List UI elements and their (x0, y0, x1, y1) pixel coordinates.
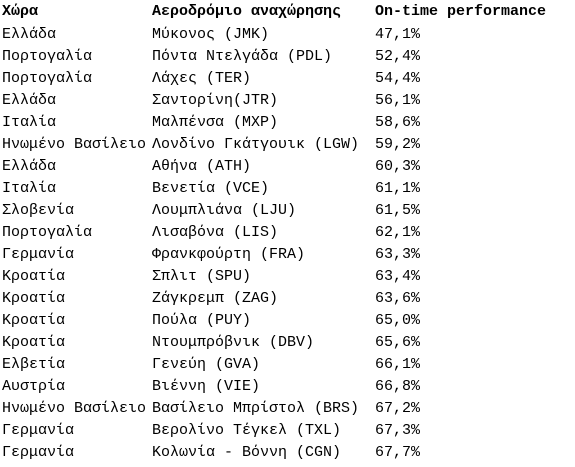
performance-cell: 52,4% (375, 48, 421, 65)
airport-cell: Μύκονος (JMK) (152, 26, 270, 43)
performance-cell: 67,3% (375, 422, 421, 439)
country-cell: Κροατία (2, 290, 66, 307)
performance-cell: 65,0% (375, 312, 421, 329)
airport-cell: Ζάγκρεμπ (ZAG) (152, 290, 279, 307)
airport-cell: Λάχες (TER) (152, 70, 252, 87)
performance-cell: 63,4% (375, 268, 421, 285)
airport-cell: Λουμπλιάνα (LJU) (152, 202, 297, 219)
airport-cell: Ντουμπρόβνικ (DBV) (152, 334, 315, 351)
airport-cell: Βενετία (VCE) (152, 180, 270, 197)
airport-cell: Βιέννη (VIE) (152, 378, 261, 395)
performance-cell: 66,1% (375, 356, 421, 373)
performance-cell: 60,3% (375, 158, 421, 175)
airport-cell: Πούλα (PUY) (152, 312, 252, 329)
airport-cell: Μαλπένσα (MXP) (152, 114, 279, 131)
performance-cell: 67,7% (375, 444, 421, 461)
country-cell: Ελλάδα (2, 26, 57, 43)
airport-cell: Σπλιτ (SPU) (152, 268, 252, 285)
country-cell: Κροατία (2, 268, 66, 285)
performance-cell: 63,6% (375, 290, 421, 307)
performance-cell: 66,8% (375, 378, 421, 395)
country-cell: Ελλάδα (2, 92, 57, 109)
airport-cell: Αθήνα (ATH) (152, 158, 252, 175)
performance-cell: 56,1% (375, 92, 421, 109)
country-cell: Γερμανία (2, 422, 75, 439)
header-performance: On-time performance (375, 3, 547, 20)
performance-cell: 67,2% (375, 400, 421, 417)
country-cell: Πορτογαλία (2, 224, 93, 241)
performance-cell: 59,2% (375, 136, 421, 153)
country-cell: Ιταλία (2, 114, 57, 131)
performance-cell: 47,1% (375, 26, 421, 43)
country-cell: Γερμανία (2, 246, 75, 263)
performance-cell: 54,4% (375, 70, 421, 87)
performance-cell: 61,5% (375, 202, 421, 219)
airport-cell: Σαντορίνη(JTR) (152, 92, 279, 109)
country-cell: Ιταλία (2, 180, 57, 197)
airport-cell: Κολωνία - Βόννη (CGN) (152, 444, 342, 461)
performance-cell: 58,6% (375, 114, 421, 131)
country-cell: Πορτογαλία (2, 48, 93, 65)
airport-cell: Λονδίνο Γκάτγουικ (LGW) (152, 136, 360, 153)
airport-cell: Γενεύη (GVA) (152, 356, 261, 373)
header-airport: Αεροδρόμιο αναχώρησης (152, 3, 342, 20)
country-cell: Ηνωμένο Βασίλειο (2, 400, 147, 417)
country-cell: Αυστρία (2, 378, 66, 395)
country-cell: Γερμανία (2, 444, 75, 461)
country-cell: Ελλάδα (2, 158, 57, 175)
country-cell: Σλοβενία (2, 202, 75, 219)
header-country: Χώρα (2, 3, 39, 20)
country-cell: Κροατία (2, 312, 66, 329)
country-cell: Κροατία (2, 334, 66, 351)
airport-cell: Βερολίνο Τέγκελ (TXL) (152, 422, 342, 439)
airport-cell: Λισαβόνα (LIS) (152, 224, 279, 241)
country-cell: Ηνωμένο Βασίλειο (2, 136, 147, 153)
performance-cell: 63,3% (375, 246, 421, 263)
performance-cell: 65,6% (375, 334, 421, 351)
airport-cell: Φρανκφούρτη (FRA) (152, 246, 306, 263)
country-cell: Ελβετία (2, 356, 66, 373)
airport-cell: Πόντα Ντελγάδα (PDL) (152, 48, 333, 65)
airport-cell: Βασίλειο Μπρίστολ (BRS) (152, 400, 360, 417)
performance-cell: 61,1% (375, 180, 421, 197)
performance-cell: 62,1% (375, 224, 421, 241)
country-cell: Πορτογαλία (2, 70, 93, 87)
